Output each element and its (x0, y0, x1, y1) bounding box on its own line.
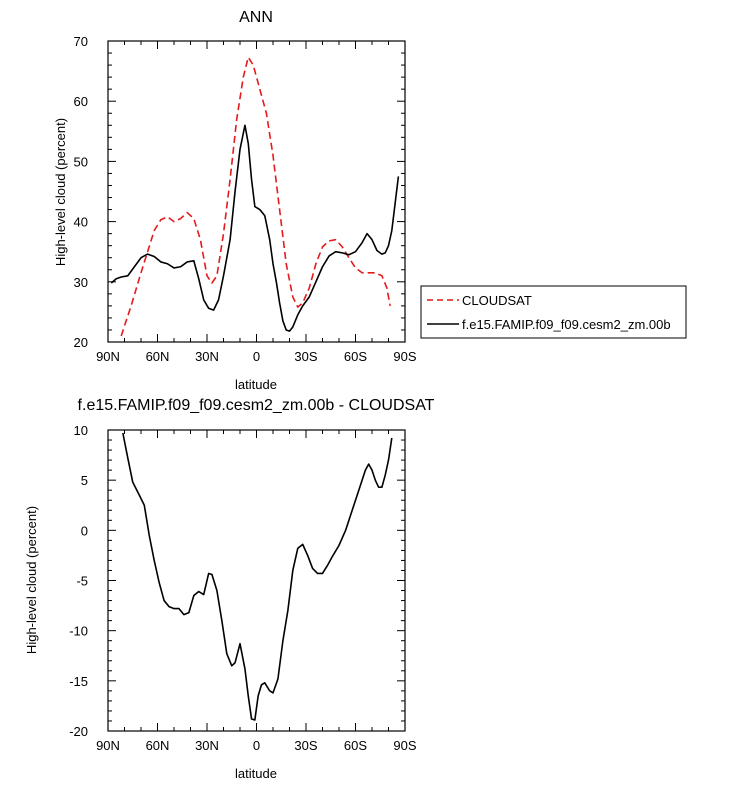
bottom-x-tick-label: 60S (344, 738, 367, 753)
bottom-x-tick-label: 30S (294, 738, 317, 753)
top-series-line-0 (120, 56, 391, 337)
top-x-axis-label: latitude (235, 377, 277, 392)
top-series-layer (110, 56, 400, 337)
bottom-series-layer (122, 432, 393, 721)
top-plot-background (108, 41, 405, 342)
bottom-chart-title: f.e15.FAMIP.f09_f09.cesm2_zm.00b - CLOUD… (78, 397, 435, 414)
bottom-x-tick-label: 30N (195, 738, 219, 753)
bottom-y-tick-label: 10 (74, 423, 88, 438)
legend-label-cloudsat: CLOUDSAT (462, 293, 532, 308)
top-series-line-1 (110, 124, 400, 332)
top-y-tick-label: 20 (74, 335, 88, 350)
top-y-tick-label: 70 (74, 34, 88, 49)
legend-label-model: f.e15.FAMIP.f09_f09.cesm2_zm.00b (462, 317, 671, 332)
bottom-x-tick-label: 90S (393, 738, 416, 753)
top-x-tick-label: 60N (146, 349, 170, 364)
top-x-tick-label: 0 (253, 349, 260, 364)
top-y-axis-label: High-level cloud (percent) (53, 118, 68, 266)
top-axes: 90N 60N 30N 0 30S 60S 90S 20 30 40 50 60 70 (74, 34, 417, 364)
bottom-axes: 90N 60N 30N 0 30S 60S 90S -20 -15 -10 -5 0 5 10 (69, 423, 417, 753)
top-chart-title: ANN (239, 9, 273, 26)
bottom-plot-area (108, 430, 405, 731)
bottom-series-line-0 (122, 432, 393, 721)
top-x-tick-label: 90S (393, 349, 416, 364)
top-x-tick-label: 30S (294, 349, 317, 364)
bottom-x-tick-label: 0 (253, 738, 260, 753)
top-y-tick-label: 30 (74, 275, 88, 290)
bottom-y-tick-label: -5 (76, 574, 88, 589)
top-x-tick-label: 60S (344, 349, 367, 364)
bottom-y-tick-label: -15 (69, 674, 88, 689)
top-panel: ANN 90N 60N 30N 0 30S 60S 90S 20 30 40 50 60 70 lati… (53, 9, 417, 392)
top-y-tick-label: 60 (74, 94, 88, 109)
legend: CLOUDSAT f.e15.FAMIP.f09_f09.cesm2_zm.00… (420, 285, 687, 339)
bottom-y-tick-label: -20 (69, 724, 88, 739)
top-x-tick-label: 30N (195, 349, 219, 364)
bottom-x-tick-label: 60N (146, 738, 170, 753)
bottom-y-tick-label: -10 (69, 624, 88, 639)
bottom-plot-background (108, 430, 405, 731)
top-plot-area (108, 41, 405, 342)
bottom-y-axis-label: High-level cloud (percent) (24, 506, 39, 654)
top-y-tick-label: 40 (74, 215, 88, 230)
bottom-y-tick-label: 5 (81, 473, 88, 488)
bottom-panel: f.e15.FAMIP.f09_f09.cesm2_zm.00b - CLOUD… (24, 397, 435, 781)
top-y-tick-label: 50 (74, 154, 88, 169)
bottom-y-tick-label: 0 (81, 523, 88, 538)
bottom-x-tick-label: 90N (96, 738, 120, 753)
top-x-tick-label: 90N (96, 349, 120, 364)
bottom-x-axis-label: latitude (235, 766, 277, 781)
legend-box (420, 285, 687, 339)
